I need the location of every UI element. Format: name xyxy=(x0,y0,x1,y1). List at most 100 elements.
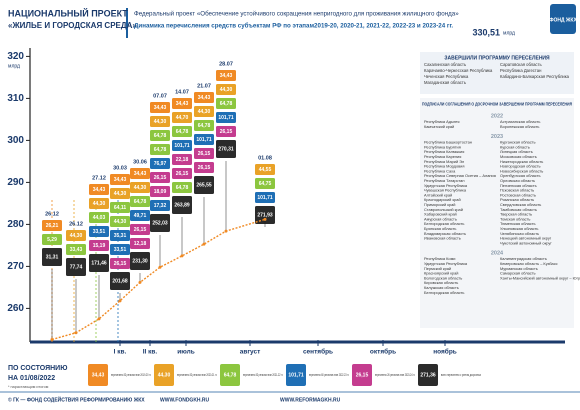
value-box-label: 64,78 xyxy=(154,147,167,153)
copyright: © ГК — ФОНД СОДЕЙСТВИЯ РЕФОРМИРОВАНИЮ ЖК… xyxy=(8,395,145,403)
status: НА 01/08/2022 xyxy=(8,375,55,382)
completed-panel xyxy=(420,52,574,94)
legend-swatch xyxy=(154,364,174,386)
region: Мурманская область xyxy=(500,266,538,271)
value-box xyxy=(216,84,236,95)
region: Свердловская область xyxy=(500,202,541,207)
divider xyxy=(126,8,128,38)
site-link: WWW.REFORMAGKH.RU xyxy=(280,397,341,403)
region: Чеченская Республика xyxy=(424,74,469,79)
value-box xyxy=(89,184,109,195)
x-tick-label: II кв. xyxy=(143,349,158,356)
year-label: 2022 xyxy=(491,113,503,119)
value-box xyxy=(89,198,109,209)
value-box xyxy=(110,188,130,199)
value-box xyxy=(110,174,130,185)
value-box-label: 35,31 xyxy=(114,233,127,239)
x-tick-label: июль xyxy=(177,349,195,356)
value-box-label: 26,15 xyxy=(134,227,147,233)
value-box-label: 64,78 xyxy=(220,101,233,107)
region: Республика Калмыкия xyxy=(424,149,464,154)
value-box xyxy=(172,168,192,179)
value-box xyxy=(130,238,150,249)
value-box-label: 44,70 xyxy=(176,115,189,121)
column-date: 07.07 xyxy=(153,93,167,99)
x-tick-label: ноябрь xyxy=(433,348,457,356)
region: Астраханская область xyxy=(500,119,540,124)
legend-text: переселено 82 региона этап 2021-22 гг. xyxy=(243,373,283,377)
value-box-label: 26,21 xyxy=(46,223,59,229)
region: Курганская область xyxy=(500,140,535,145)
region: Саратовская область xyxy=(500,62,542,67)
status: ПО СОСТОЯНИЮ xyxy=(8,365,67,372)
trend-point xyxy=(138,280,142,284)
legend-swatch xyxy=(418,364,438,386)
value-box-label: 265,55 xyxy=(196,182,212,188)
region: Чувашская Республика xyxy=(424,188,467,193)
value-box-label: 64,78 xyxy=(154,133,167,139)
region: Республика Карелия xyxy=(424,154,461,159)
legend-swatch xyxy=(88,364,108,386)
value-box xyxy=(110,244,130,255)
value-box-label: 33,51 xyxy=(93,229,106,235)
year-label: 2023 xyxy=(491,134,503,140)
value-box-label: 64,75 xyxy=(259,181,272,187)
value-box xyxy=(89,240,109,251)
region: Белгородская область xyxy=(424,221,464,226)
region: Ростовская область xyxy=(500,192,536,197)
region: Краснодарский край xyxy=(424,197,461,202)
value-box xyxy=(150,116,170,127)
region: Брянская область xyxy=(424,226,456,231)
trend-point xyxy=(74,331,78,335)
value-box-label: 64,78 xyxy=(176,129,189,135)
column-date: 28.07 xyxy=(219,61,233,67)
value-box-label: 44,30 xyxy=(134,185,147,191)
column-date: 21.07 xyxy=(197,83,211,89)
region: Республика Адыгея xyxy=(424,119,459,124)
value-box-label: 34,43 xyxy=(176,101,189,107)
value-box-label: 44,30 xyxy=(93,201,106,207)
value-box-label: 101,71 xyxy=(196,137,212,143)
region: Московская область xyxy=(500,154,537,159)
value-box-label: 34,43 xyxy=(93,187,106,193)
value-box xyxy=(255,192,275,203)
region: Республика Башкортостан xyxy=(424,140,472,145)
region: Нижегородская область xyxy=(500,159,543,164)
region: Чукотский автономный округ xyxy=(500,240,552,245)
region: Красноярский край xyxy=(424,271,458,276)
y-tick-label: 310 xyxy=(7,93,24,104)
value-box xyxy=(172,126,192,137)
value-box-label: 18,09 xyxy=(154,189,167,195)
region: Ставропольский край xyxy=(424,207,463,212)
x-tick-label: сентябрь xyxy=(303,348,333,356)
value-box-label: 252,03 xyxy=(152,220,168,226)
header-subtitle: Федеральный проект «Обеспечение устойчив… xyxy=(134,11,459,18)
region: Кемеровская область – Кузбасс xyxy=(500,261,558,266)
region: Новгородская область xyxy=(500,164,541,169)
value-box xyxy=(89,226,109,237)
legend-swatch xyxy=(352,364,372,386)
site-link: WWW.FONDGKH.RU xyxy=(160,397,210,403)
legend-text: переселено 82 региона этап 2019-20 гг. xyxy=(111,373,151,377)
legend-value: 34,43 xyxy=(92,372,105,378)
x-tick-label: I кв. xyxy=(114,349,127,356)
region: Челябинская область xyxy=(500,231,539,236)
value-box xyxy=(89,254,109,272)
value-box xyxy=(255,206,275,224)
value-box-label: 76,97 xyxy=(154,161,167,167)
region: Псковская область xyxy=(500,188,534,193)
value-box-label: 26,15 xyxy=(220,129,233,135)
value-box xyxy=(194,162,214,173)
value-box xyxy=(216,112,236,123)
legend-value: 64,78 xyxy=(224,372,237,378)
trend-point xyxy=(97,317,101,321)
value-box xyxy=(216,140,236,158)
region: Республика Мордовия xyxy=(424,164,464,169)
column-date: 26.12 xyxy=(69,221,83,227)
region: Амурская область xyxy=(424,216,457,221)
legend-swatch xyxy=(220,364,240,386)
value-box xyxy=(194,92,214,103)
signed-panel xyxy=(420,98,574,328)
value-box-label: 12,18 xyxy=(134,241,147,247)
value-box-label: 34,43 xyxy=(134,171,147,177)
